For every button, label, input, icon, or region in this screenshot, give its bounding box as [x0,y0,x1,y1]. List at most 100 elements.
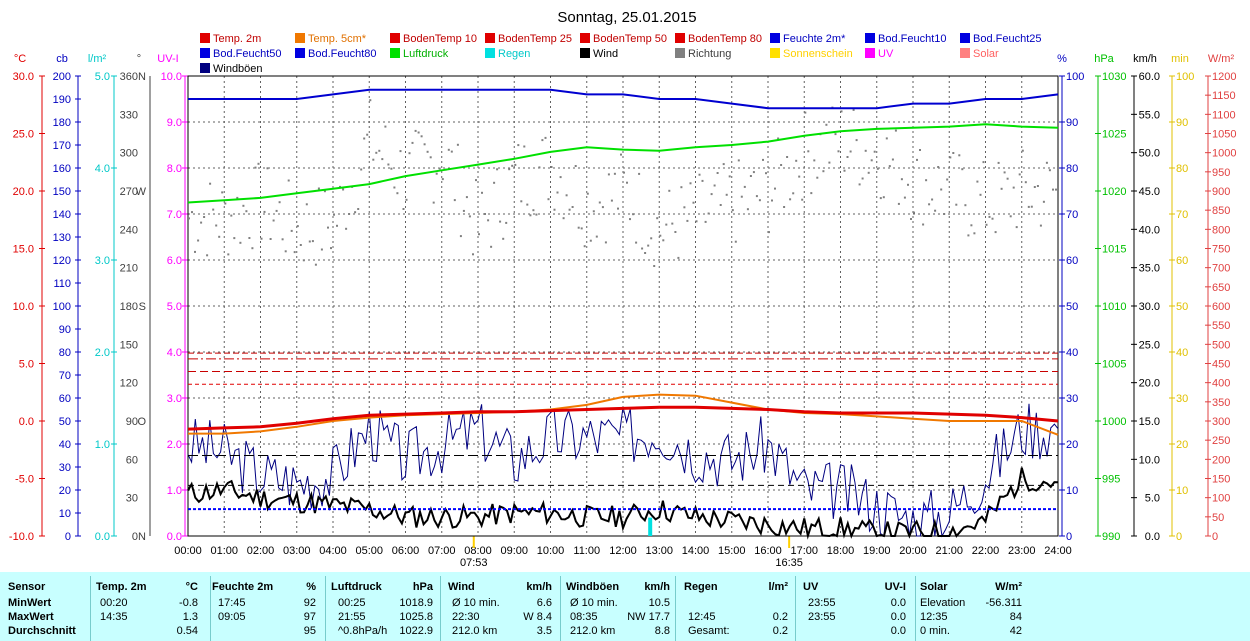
direction-point [653,265,656,267]
table-cell-time: 0 min. [920,625,950,637]
table-header-unit: °C [185,581,198,593]
legend-label: Wind [593,48,618,60]
axis-tick-label-cb: 150 [53,186,71,198]
x-tick-label: 00:00 [174,545,202,557]
direction-point [677,256,680,259]
direction-point [858,183,861,186]
direction-point [680,186,683,189]
direction-point [610,199,613,202]
direction-point [396,192,399,195]
axis-tick-label-temp: -5.0 [15,474,34,486]
direction-point [743,185,746,188]
direction-point [568,208,571,211]
axis-tick-label-wm2: 850 [1212,205,1230,217]
direction-point [662,239,665,242]
direction-point [689,182,692,185]
direction-point [1039,224,1042,227]
direction-point [897,202,900,205]
x-tick-label: 13:00 [645,545,673,557]
axis-title-hpa: hPa [1094,53,1114,65]
weather-chart: Sonntag, 25.01.2015 Temp. 2m Temp. 5cm* Bo… [9,9,1237,569]
direction-point [200,221,203,224]
direction-point [620,153,622,156]
axis-tick-label-kmh: 50.0 [1139,148,1160,160]
legend-label: Bod.Feucht50 [213,48,282,60]
x-tick-label: 16:00 [754,545,782,557]
direction-point [541,139,544,142]
legend-swatch [960,48,970,58]
legend-swatch [200,63,210,73]
direction-point [354,211,357,214]
axis-title-kmh: km/h [1133,53,1157,65]
direction-point [565,194,568,197]
direction-point [822,170,825,173]
direction-point [571,206,574,208]
axis-tick-label-hum: 20 [1066,439,1078,451]
x-tick-label: 07:00 [428,545,456,557]
legend-swatch [200,33,210,43]
table-cell-value: 8.8 [654,625,670,637]
direction-point [553,208,556,211]
direction-point [290,229,293,232]
direction-point [378,149,381,152]
axis-tick-label-kmh: 25.0 [1139,339,1160,351]
direction-point [734,240,737,243]
axis-tick-label-wm2: 650 [1212,282,1230,294]
direction-point [813,159,816,162]
direction-point [882,196,885,199]
table-header-unit: l/m² [768,581,788,593]
axis-title-min: min [1171,53,1189,65]
table-cell-time: ^0.8hPa/h [338,625,388,637]
axis-tick-label-dir: 90 [126,416,138,428]
axis-tick-label-kmh: 5.0 [1145,493,1160,505]
axis-tick-label-uvi: 4.0 [167,347,182,359]
direction-point [1015,226,1018,229]
axis-tick-label-wm2: 200 [1212,454,1230,466]
direction-point [949,156,952,159]
direction-point [671,222,674,225]
axis-tick-label-wm2: 100 [1212,493,1230,505]
direction-point [499,220,502,223]
direction-point [197,239,200,242]
direction-point [825,123,828,126]
axis-tick-label-cb: 50 [59,416,71,428]
legend-swatch [770,33,780,43]
direction-point [293,251,296,254]
table-header-unit: km/h [526,581,552,593]
axis-tick-label-hpa: 1010 [1102,301,1126,313]
axis-tick-label-min: 0 [1176,531,1182,543]
axis-tick-label-min: 20 [1176,439,1188,451]
axis-tick-label-uvi: 3.0 [167,393,182,405]
direction-point [740,195,743,198]
axis-tick-label-cb: 100 [53,301,71,313]
legend-label: Richtung [688,48,731,60]
axis-tick-label-wm2: 150 [1212,474,1230,486]
axis-tick-label-kmh: 35.0 [1139,263,1160,275]
direction-point [574,165,577,167]
axis-tick-label-uvi: 0.0 [167,531,182,543]
direction-point [900,178,903,181]
axis-tick-label-wm2: 700 [1212,263,1230,275]
table-divider [440,576,441,641]
axis-tick-label-hum: 40 [1066,347,1078,359]
direction-point [710,193,713,196]
direction-point [774,187,776,190]
direction-point [417,131,420,134]
axis-tick-label-cb: 160 [53,163,71,175]
x-tick-label: 06:00 [392,545,420,557]
axis-tick-label-min: 90 [1176,117,1188,129]
direction-point [520,200,523,203]
direction-point [496,168,499,171]
direction-point [381,158,384,161]
series-line-temp-2m [187,405,1059,431]
direction-point [209,182,212,185]
table-header: Wind [448,581,475,593]
x-tick-label: 15:00 [718,545,746,557]
direction-point [330,247,332,250]
table-cell-value: 1.3 [182,611,198,623]
direction-point [450,150,453,153]
sunrise-label: 07:53 [460,557,488,569]
direction-point [780,164,783,166]
table-cell-value: 0.2 [772,611,788,623]
direction-point [529,214,532,217]
